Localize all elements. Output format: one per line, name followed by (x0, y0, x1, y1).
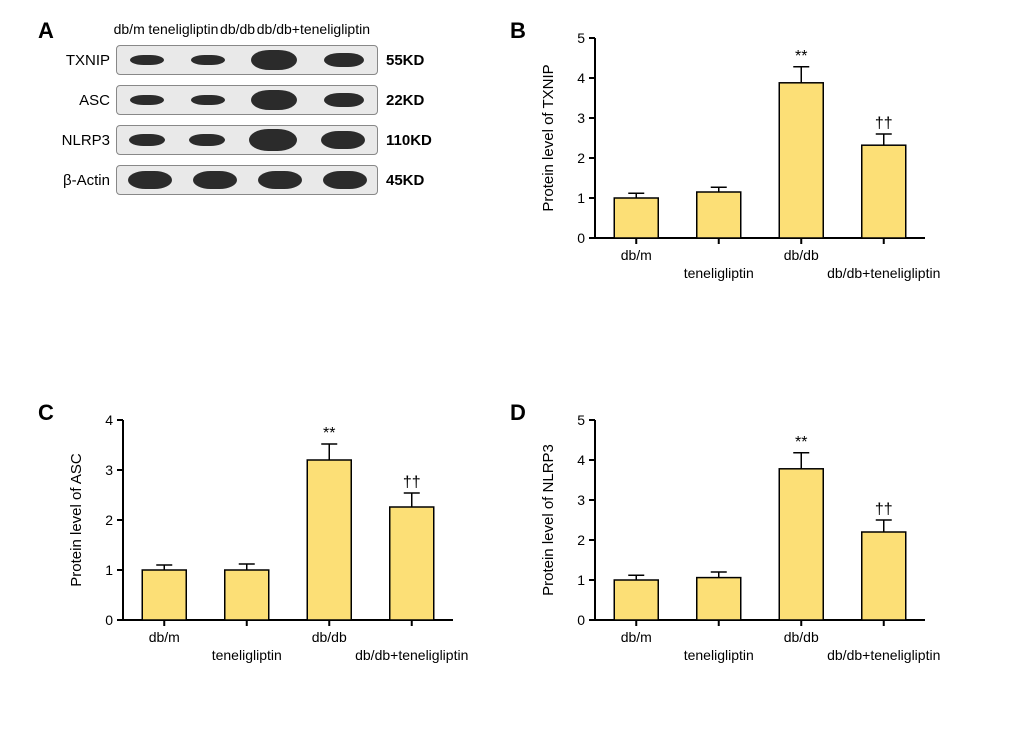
lane-header-1: db/m (110, 22, 148, 37)
bar (307, 460, 351, 620)
significance-marker: †† (403, 474, 421, 491)
bar (862, 145, 906, 238)
bar (390, 507, 434, 620)
blot-row-txnip: TXNIP 55KD (40, 43, 446, 77)
y-tick-label: 3 (577, 492, 585, 508)
y-tick-label: 2 (577, 150, 585, 166)
y-tick-label: 5 (577, 30, 585, 46)
blot-band (249, 129, 297, 151)
bar (225, 570, 269, 620)
panel-label-B: B (510, 18, 526, 44)
blot-strip (116, 165, 378, 195)
y-tick-label: 0 (105, 612, 113, 628)
panel-label-C: C (38, 400, 54, 426)
blot-rows: TXNIP 55KD ASC 22KD NLRP3 110KD β-Actin 45KD (40, 43, 446, 197)
blot-row-kd: 45KD (378, 172, 446, 189)
blot-row-label: ASC (40, 92, 116, 109)
blot-band (129, 134, 165, 146)
y-tick-label: 2 (577, 532, 585, 548)
x-category-label: teneligliptin (684, 647, 754, 663)
x-category-label: db/db (784, 629, 819, 645)
y-axis-title: Protein level of NLRP3 (540, 444, 557, 596)
blot-lane-headers: db/m teneligliptin db/db db/db+teneligli… (110, 22, 370, 37)
bar-chart-asc: 0 1 2 3 4 Protein level of ASC ** †† db/m tenelig… (53, 400, 473, 725)
y-tick-label: 3 (577, 110, 585, 126)
y-tick-label: 1 (105, 562, 113, 578)
significance-marker: ** (795, 48, 807, 65)
x-category-label: db/db+teneligliptin (827, 265, 940, 281)
x-category-label: db/db (784, 247, 819, 263)
x-category-label: db/db (312, 629, 347, 645)
blot-row-β-actin: β-Actin 45KD (40, 163, 446, 197)
panel-label-D: D (510, 400, 526, 426)
y-tick-label: 0 (577, 612, 585, 628)
y-tick-label: 4 (577, 452, 585, 468)
blot-band (251, 50, 297, 70)
blot-row-kd: 55KD (378, 52, 446, 69)
lane-header-2: teneligliptin (148, 22, 218, 37)
blot-band (321, 131, 365, 149)
significance-marker: ** (323, 425, 335, 442)
y-tick-label: 4 (577, 70, 585, 86)
blot-row-label: NLRP3 (40, 132, 116, 149)
y-tick-label: 1 (577, 190, 585, 206)
blot-band (323, 171, 367, 189)
blot-band (258, 171, 302, 189)
x-category-label: db/m (621, 247, 652, 263)
y-tick-label: 0 (577, 230, 585, 246)
blot-row-label: TXNIP (40, 52, 116, 69)
y-tick-label: 5 (577, 412, 585, 428)
y-tick-label: 2 (105, 512, 113, 528)
blot-band (128, 171, 172, 189)
y-axis-title: Protein level of TXNIP (540, 64, 557, 211)
bar (614, 580, 658, 620)
lane-header-3: db/db (218, 22, 256, 37)
blot-band (189, 134, 225, 146)
blot-band (130, 55, 164, 65)
blot-row-label: β-Actin (40, 172, 116, 189)
bar (697, 192, 741, 238)
x-category-label: db/m (621, 629, 652, 645)
blot-row-kd: 22KD (378, 92, 446, 109)
bar-chart-nlrp3: 0 1 2 3 4 5 Protein level of NLRP3 ** †† db/m tene… (525, 400, 945, 725)
blot-row-nlrp3: NLRP3 110KD (40, 123, 446, 157)
blot-band (130, 95, 164, 105)
blot-band (324, 53, 364, 67)
blot-band (193, 171, 237, 189)
bar (862, 532, 906, 620)
blot-strip (116, 125, 378, 155)
x-category-label: teneligliptin (212, 647, 282, 663)
bar-chart-txnip: 0 1 2 3 4 5 Protein level of TXNIP ** †† db/m tene… (525, 18, 945, 343)
y-tick-label: 3 (105, 462, 113, 478)
blot-band (324, 93, 364, 107)
western-blot-panel: db/m teneligliptin db/db db/db+teneligli… (40, 22, 446, 197)
x-category-label: db/m (149, 629, 180, 645)
figure: A db/m teneligliptin db/db db/db+tenelig… (0, 0, 1020, 739)
x-category-label: db/db+teneligliptin (827, 647, 940, 663)
blot-band (191, 95, 225, 105)
x-category-label: db/db+teneligliptin (355, 647, 468, 663)
bar (614, 198, 658, 238)
blot-row-kd: 110KD (378, 132, 446, 149)
bar (142, 570, 186, 620)
significance-marker: †† (875, 501, 893, 518)
bar (697, 578, 741, 620)
x-category-label: teneligliptin (684, 265, 754, 281)
y-tick-label: 4 (105, 412, 113, 428)
y-axis-title: Protein level of ASC (68, 453, 85, 587)
lane-header-4: db/db+teneligliptin (257, 22, 370, 37)
blot-strip (116, 85, 378, 115)
blot-band (191, 55, 225, 65)
blot-strip (116, 45, 378, 75)
bar (779, 469, 823, 620)
bar (779, 83, 823, 238)
blot-row-asc: ASC 22KD (40, 83, 446, 117)
significance-marker: ** (795, 434, 807, 451)
y-tick-label: 1 (577, 572, 585, 588)
significance-marker: †† (875, 115, 893, 132)
blot-band (251, 90, 297, 110)
